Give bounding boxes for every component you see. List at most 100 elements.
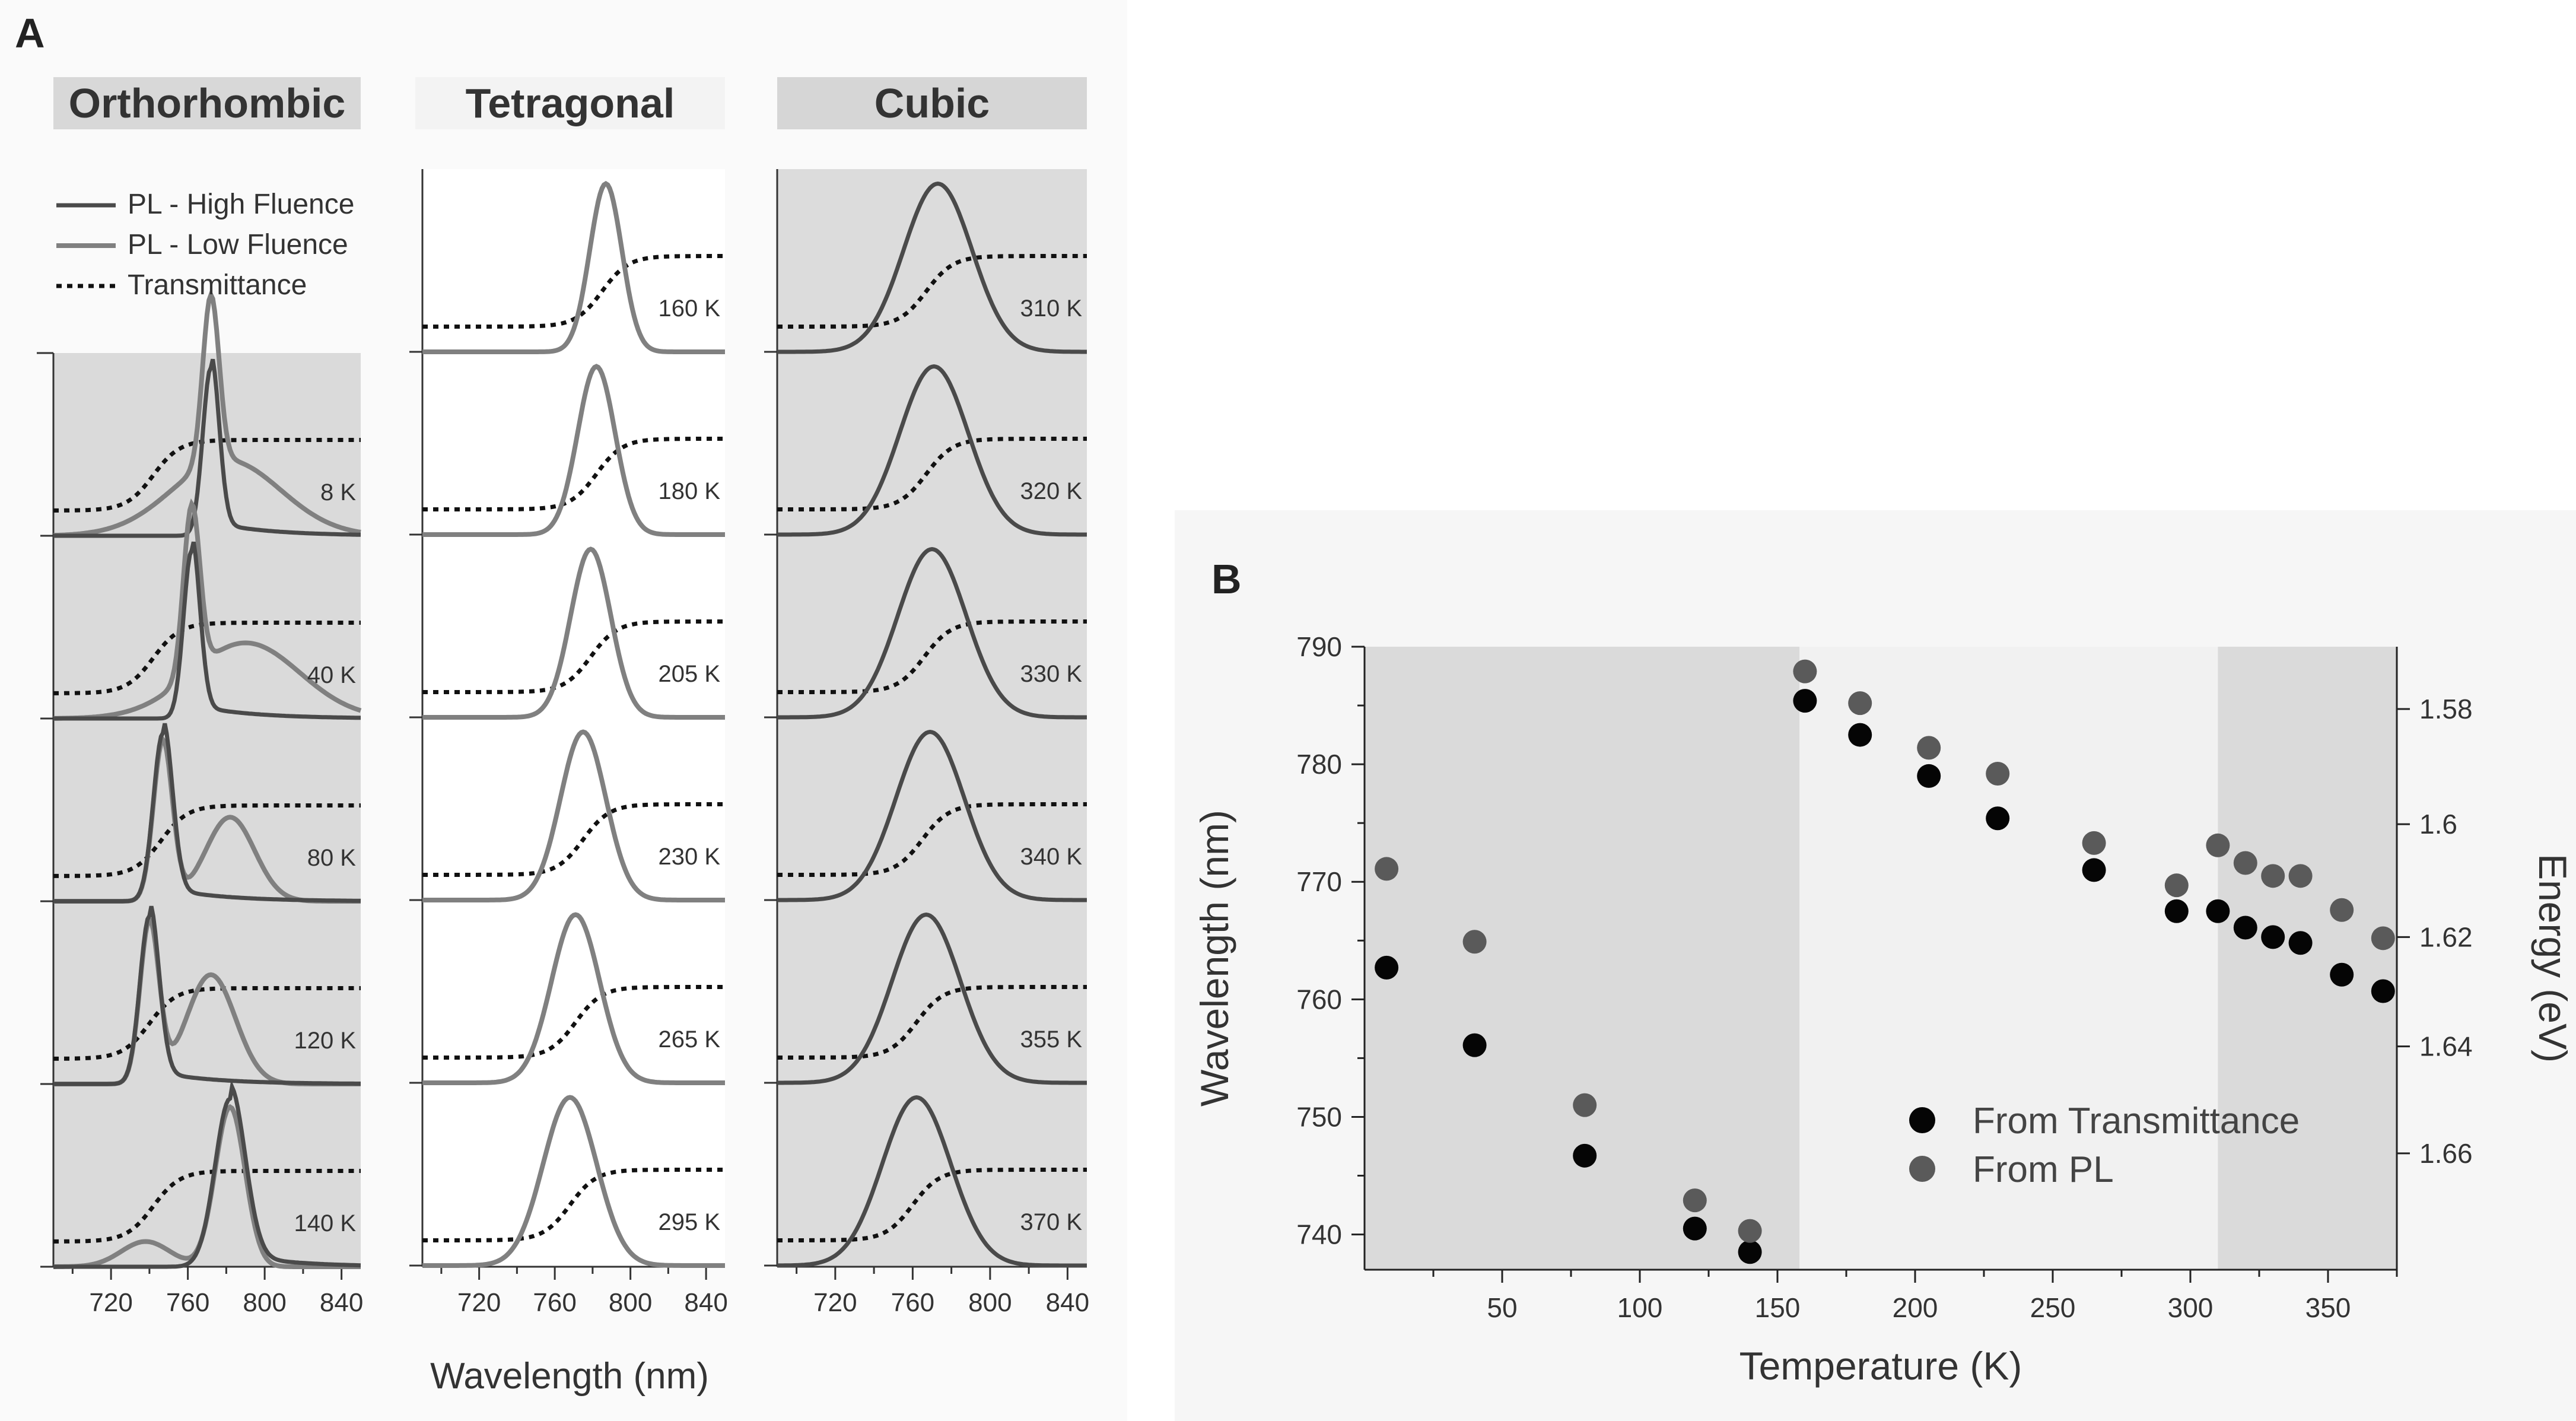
spectrum-80k: 80 K [40, 723, 361, 904]
right-tick-label: 1.62 [2419, 921, 2473, 952]
transmittance-line [53, 803, 361, 878]
pl-high-fluence-line [53, 723, 361, 904]
spectrum-295k: 295 K [409, 1095, 725, 1268]
x-tick-label: 840 [320, 1288, 363, 1317]
data-point [1917, 764, 1941, 788]
temperature-label: 40 K [307, 662, 357, 688]
transmittance-line [777, 619, 1087, 694]
x-tick-label: 760 [891, 1288, 934, 1317]
x-tick-label: 250 [2030, 1292, 2076, 1323]
y-axis-title: Wavelength (nm) [1192, 810, 1236, 1107]
pl-high-fluence-line [53, 905, 361, 1086]
pl-low-fluence-line [422, 912, 725, 1085]
data-point [1462, 1033, 1487, 1057]
x-tick-label: 50 [1487, 1292, 1517, 1323]
transmittance-line [777, 254, 1087, 329]
transmittance-line [777, 985, 1087, 1060]
temperature-label: 330 K [1020, 661, 1082, 687]
temperature-label: 140 K [294, 1210, 356, 1236]
x-tick-label: 720 [457, 1288, 501, 1317]
right-tick-label: 1.64 [2419, 1031, 2473, 1062]
pl-high-fluence-line [777, 547, 1087, 720]
data-point [1793, 689, 1817, 713]
x-tick-label: 840 [684, 1288, 727, 1317]
data-point [2288, 931, 2313, 955]
temperature-label: 320 K [1020, 478, 1082, 504]
temperature-label: 205 K [658, 661, 720, 687]
data-point [1793, 659, 1817, 684]
column-orthorhombic: Orthorhombic 720 760 800 840 8 K 40 K 80 K 120 K… [37, 77, 363, 1317]
spectrum-370k: 370 K [764, 1095, 1087, 1268]
phase-header-label: Tetragonal [466, 80, 675, 126]
temperature-label: 340 K [1020, 844, 1082, 870]
data-point [2206, 899, 2230, 923]
transmittance-line [53, 986, 361, 1061]
x-tick-label: 150 [1755, 1292, 1801, 1323]
panel-a: A Orthorhombic 720 760 800 840 8 K 40 K 80 K 120 … [0, 0, 1127, 1421]
x-tick-label: 840 [1046, 1288, 1089, 1317]
spectrum-160k: 160 K [409, 180, 725, 354]
spectrum-8k: 8 K [40, 288, 361, 538]
transmittance-line [53, 621, 361, 695]
phase-region-0 [1365, 647, 1800, 1270]
pl-high-fluence-line [777, 913, 1087, 1085]
pl-low-fluence-line [422, 180, 725, 354]
y-tick-label: 740 [1296, 1219, 1342, 1250]
data-point [1848, 723, 1872, 747]
y-tick-label: 790 [1296, 631, 1342, 662]
transmittance-line [777, 437, 1087, 511]
data-point [1738, 1240, 1762, 1264]
temperature-label: 295 K [658, 1209, 720, 1235]
series-from-pl [1375, 659, 2395, 1243]
spectrum-265k: 265 K [409, 912, 725, 1085]
transmittance-line [422, 437, 725, 511]
spectrum-180k: 180 K [409, 364, 725, 537]
data-point [2330, 962, 2354, 987]
spectrum-40k: 40 K [40, 498, 362, 721]
data-point [1986, 806, 2010, 831]
spectrum-330k: 330 K [764, 547, 1087, 720]
spectrum-310k: 310 K [764, 182, 1087, 354]
transmittance-line [777, 802, 1087, 877]
x-tick-label: 760 [533, 1288, 576, 1317]
temperature-label: 355 K [1020, 1026, 1082, 1053]
right-tick-label: 1.66 [2419, 1138, 2473, 1169]
data-point [1375, 955, 1399, 980]
spectrum-140k: 140 K [40, 1079, 361, 1269]
phase-header-box [53, 77, 361, 129]
transmittance-line [422, 254, 725, 329]
pl-low-fluence-line [422, 546, 725, 720]
pl-low-fluence-line [53, 498, 362, 721]
plot-area [53, 353, 361, 1267]
spectrum-320k: 320 K [764, 364, 1087, 537]
phase-region-1 [1799, 647, 2218, 1270]
transmittance-line [422, 619, 725, 694]
x-tick-label: 100 [1617, 1292, 1663, 1323]
legend-label: Transmittance [128, 269, 307, 301]
spectrum-230k: 230 K [409, 729, 725, 902]
x-tick-label: 760 [166, 1288, 209, 1317]
x-tick-label: 720 [89, 1288, 132, 1317]
x-tick-label: 300 [2168, 1292, 2214, 1323]
panel-a-letter: A [15, 10, 45, 56]
phase-header-label: Orthorhombic [69, 80, 346, 126]
x-tick-label: 800 [243, 1288, 286, 1317]
data-point [1683, 1188, 1707, 1213]
column-cubic: Cubic 720 760 800 840 310 K 320 K 330 K 340 K 355… [764, 77, 1089, 1317]
data-point [2233, 915, 2257, 940]
legend-label: From Transmittance [1973, 1101, 2300, 1142]
phase-region-2 [2218, 647, 2397, 1270]
temperature-label: 230 K [658, 844, 720, 870]
pl-low-fluence-line [422, 1095, 725, 1268]
data-point [2164, 873, 2189, 898]
panel-b-figure: B 740 750 760 770 780 790 50 100 150 200 250 300 350 1… [1192, 556, 2575, 1388]
pl-high-fluence-line [53, 541, 361, 721]
temperature-label: 80 K [307, 845, 357, 871]
right-tick-label: 1.6 [2419, 809, 2457, 840]
temperature-label: 310 K [1020, 295, 1082, 322]
data-point [2082, 831, 2106, 855]
column-tetragonal: Tetragonal 720 760 800 840 160 K 180 K 205 K 230… [409, 77, 728, 1317]
transmittance-line [53, 1169, 361, 1244]
transmittance-line [422, 985, 725, 1060]
temperature-label: 265 K [658, 1026, 720, 1053]
